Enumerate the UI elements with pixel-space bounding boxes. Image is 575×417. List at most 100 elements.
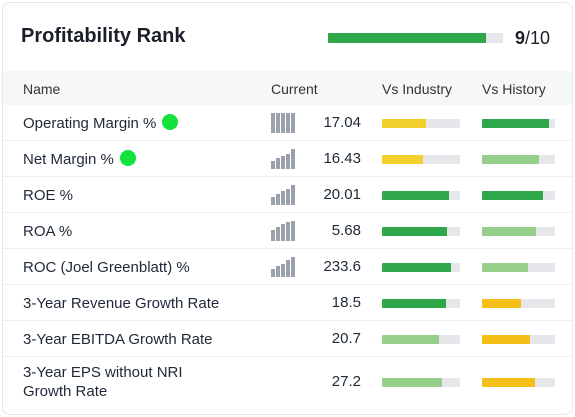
vs-industry-bar xyxy=(382,299,460,308)
sparkline-bar xyxy=(271,230,275,241)
vs-industry-bar xyxy=(382,335,460,344)
table-row[interactable]: ROC (Joel Greenblatt) % 233.6 xyxy=(3,249,572,285)
metric-name-label: 3-Year EPS without NRI Growth Rate xyxy=(23,364,183,400)
current-value: 20.01 xyxy=(323,186,361,203)
vs-industry-bar xyxy=(382,263,460,272)
current-value: 5.68 xyxy=(331,222,361,239)
vs-history-bar xyxy=(482,227,555,236)
sparkline-chart-icon[interactable] xyxy=(271,149,297,169)
table-row[interactable]: 3-Year EBITDA Growth Rate 20.7 xyxy=(3,321,572,357)
sparkline-bar xyxy=(291,257,295,277)
metric-name[interactable]: Net Margin % xyxy=(23,150,136,169)
metric-name-label: 3-Year Revenue Growth Rate xyxy=(23,295,220,312)
sparkline-bar xyxy=(271,161,275,169)
rank-progress-bar xyxy=(328,33,503,43)
vs-industry-bar xyxy=(382,191,460,200)
sparkline-bar xyxy=(276,194,280,205)
vs-industry-bar-fill xyxy=(382,191,450,200)
metric-name[interactable]: ROA % xyxy=(23,222,72,241)
vs-history-bar xyxy=(482,191,555,200)
sparkline-bar xyxy=(286,222,290,241)
vs-history-bar xyxy=(482,335,555,344)
vs-history-bar-fill xyxy=(482,191,544,200)
table-row[interactable]: 3-Year Revenue Growth Rate 18.5 xyxy=(3,285,572,321)
metric-name[interactable]: Operating Margin % xyxy=(23,114,179,133)
sparkline-bar xyxy=(276,266,280,277)
sparkline-bar xyxy=(291,185,295,205)
column-header-current: Current xyxy=(271,81,318,97)
metric-name[interactable]: 3-Year EPS without NRI Growth Rate xyxy=(23,363,213,401)
rank-value: 9 xyxy=(515,28,526,48)
table-row[interactable]: ROA % 5.68 xyxy=(3,213,572,249)
sparkline-bar xyxy=(271,113,275,133)
vs-industry-bar-fill xyxy=(382,263,452,272)
sparkline-bar xyxy=(271,197,275,205)
status-dot-icon xyxy=(162,114,179,130)
sparkline-chart-icon[interactable] xyxy=(271,113,297,133)
metric-name-label: ROC (Joel Greenblatt) % xyxy=(23,259,190,276)
vs-industry-bar xyxy=(382,227,460,236)
metric-name[interactable]: 3-Year EBITDA Growth Rate xyxy=(23,330,213,349)
sparkline-chart-icon[interactable] xyxy=(271,221,297,241)
sparkline-bar xyxy=(276,158,280,169)
vs-industry-bar-fill xyxy=(382,378,443,387)
vs-history-bar-fill xyxy=(482,119,550,128)
vs-industry-bar xyxy=(382,119,460,128)
current-value: 27.2 xyxy=(331,373,361,390)
sparkline-bar xyxy=(286,154,290,169)
sparkline-chart-icon[interactable] xyxy=(271,185,297,205)
table-row[interactable]: ROE % 20.01 xyxy=(3,177,572,213)
table-row[interactable]: Operating Margin % 17.04 xyxy=(3,105,572,141)
status-dot-icon xyxy=(119,150,136,166)
metric-name-label: ROE % xyxy=(23,187,74,204)
card-title: Profitability Rank xyxy=(21,25,186,47)
sparkline-bar xyxy=(291,113,295,133)
sparkline-bar xyxy=(276,227,280,241)
rank-total: /10 xyxy=(525,28,551,48)
table-header: Name Current Vs Industry Vs History xyxy=(3,71,572,105)
vs-industry-bar-fill xyxy=(382,299,446,308)
sparkline-bar xyxy=(276,113,280,133)
vs-history-bar-fill xyxy=(482,378,536,387)
sparkline-bar xyxy=(281,264,285,277)
sparkline-bar xyxy=(286,260,290,277)
sparkline-bar xyxy=(291,221,295,241)
vs-history-bar xyxy=(482,378,555,387)
current-value: 20.7 xyxy=(331,330,361,347)
vs-industry-bar-fill xyxy=(382,155,423,164)
sparkline-bar xyxy=(286,189,290,205)
table-row[interactable]: 3-Year EPS without NRI Growth Rate 27.2 xyxy=(3,357,572,405)
vs-history-bar xyxy=(482,155,555,164)
vs-history-bar-fill xyxy=(482,335,531,344)
column-header-vs-history: Vs History xyxy=(482,81,546,97)
current-value: 16.43 xyxy=(323,150,361,167)
metric-name-label: ROA % xyxy=(23,223,73,240)
rank-score: 9/10 xyxy=(515,28,550,49)
vs-history-bar-fill xyxy=(482,155,539,164)
column-header-vs-industry: Vs Industry xyxy=(382,81,453,97)
column-header-name: Name xyxy=(23,81,61,97)
sparkline-bar xyxy=(281,224,285,241)
vs-industry-bar-fill xyxy=(382,227,447,236)
metric-name-label: Net Margin % xyxy=(23,151,114,168)
sparkline-bar xyxy=(286,113,290,133)
vs-history-bar xyxy=(482,263,555,272)
current-value: 18.5 xyxy=(331,294,361,311)
metric-name[interactable]: ROE % xyxy=(23,186,73,205)
vs-history-bar-fill xyxy=(482,299,521,308)
metric-name[interactable]: ROC (Joel Greenblatt) % xyxy=(23,258,190,277)
sparkline-bar xyxy=(281,156,285,169)
sparkline-bar xyxy=(291,149,295,169)
current-value: 17.04 xyxy=(323,114,361,131)
metric-name-label: Operating Margin % xyxy=(23,115,157,132)
vs-industry-bar-fill xyxy=(382,119,427,128)
vs-history-bar-fill xyxy=(482,227,537,236)
vs-history-bar xyxy=(482,119,555,128)
sparkline-chart-icon[interactable] xyxy=(271,257,297,277)
sparkline-bar xyxy=(281,113,285,133)
vs-industry-bar xyxy=(382,378,460,387)
table-row[interactable]: Net Margin % 16.43 xyxy=(3,141,572,177)
metric-name[interactable]: 3-Year Revenue Growth Rate xyxy=(23,294,219,313)
vs-history-bar-fill xyxy=(482,263,528,272)
